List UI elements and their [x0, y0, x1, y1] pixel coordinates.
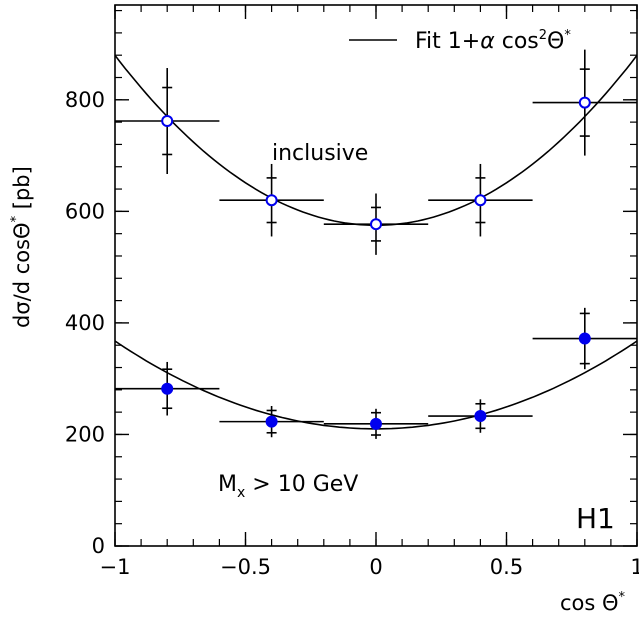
data-point	[474, 194, 487, 207]
annotation-inclusive: inclusive	[272, 141, 368, 166]
y-tick-label: 800	[65, 88, 105, 112]
y-axis-title: dσ/d cosΘ* [pb]	[9, 166, 34, 328]
x-tick-label: 0.5	[490, 555, 523, 579]
x-tick-label: −0.5	[220, 555, 271, 579]
data-series	[115, 49, 637, 439]
data-point	[370, 417, 382, 430]
y-tick-label: 600	[65, 199, 105, 223]
data-point	[474, 410, 487, 423]
x-axis-ticks: −1 −0.5 0 0.5 1	[100, 5, 639, 579]
data-point	[578, 96, 591, 109]
data-point	[578, 332, 591, 345]
data-point	[265, 415, 278, 428]
y-tick-label: 400	[65, 311, 105, 335]
y-axis-ticks: 0 200 400 600 800	[65, 9, 637, 558]
x-tick-label: 1	[630, 555, 639, 579]
y-tick-label: 0	[92, 534, 105, 558]
data-point	[161, 115, 174, 128]
h1-label: H1	[576, 502, 615, 535]
x-tick-label: 0	[369, 555, 382, 579]
data-point	[161, 382, 174, 395]
legend: Fit 1+α cos2Θ*	[349, 28, 571, 54]
x-tick-label: −1	[100, 555, 131, 579]
plot-frame	[114, 4, 638, 547]
annotation-mx-cut: Mx > 10 GeV	[218, 472, 358, 501]
data-point	[370, 218, 382, 231]
y-tick-label: 200	[65, 422, 105, 446]
legend-label: Fit 1+α cos2Θ*	[415, 28, 571, 54]
data-point	[265, 194, 278, 207]
plot-border	[114, 4, 638, 547]
x-axis-title: cos Θ*	[560, 590, 626, 615]
